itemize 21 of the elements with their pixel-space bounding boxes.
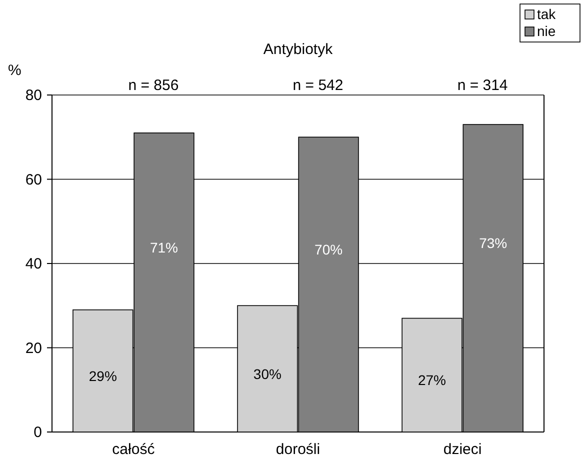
data-label: 71% [150, 239, 178, 256]
y-tick-label: 20 [25, 340, 42, 357]
data-label: 73% [479, 235, 508, 252]
text: n = 542 [292, 77, 344, 94]
x-tick-label: całość [112, 441, 156, 458]
y-tick-label: 60 [25, 171, 42, 188]
legend-label: tak [537, 6, 557, 22]
data-label: 27% [418, 372, 446, 388]
text: n = 856 [128, 77, 179, 94]
y-tick-label: 0 [34, 424, 42, 441]
x-tick-label: dzieci [443, 441, 482, 458]
y-axis-title: % [8, 62, 22, 79]
text: n = 314 [457, 77, 508, 94]
data-label: 29% [88, 368, 117, 384]
chart-title: Antybiotyk [263, 41, 334, 58]
y-tick-label: 40 [25, 256, 42, 272]
y-tick-label: 80 [25, 87, 42, 104]
data-label: 30% [253, 366, 282, 382]
data-label: 70% [314, 242, 343, 258]
x-tick-label: dorośli [276, 441, 320, 458]
legend-label: nie [537, 23, 556, 39]
